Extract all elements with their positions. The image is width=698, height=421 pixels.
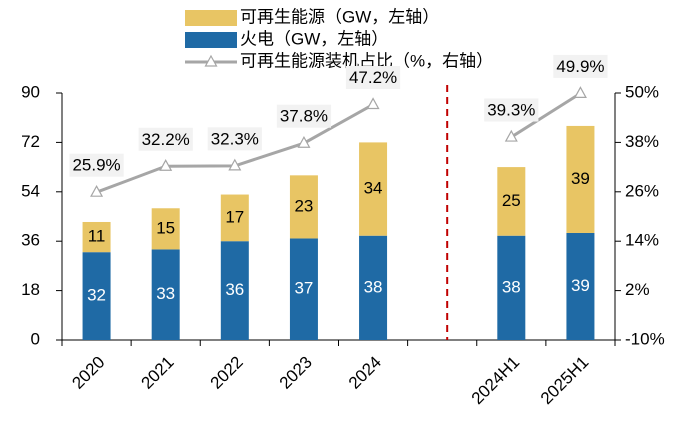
- line-label-bg: [276, 104, 332, 128]
- legend-label: 火电（GW，左轴）: [240, 29, 388, 48]
- bar-label: 11: [88, 227, 106, 246]
- y-tick-label: 18: [21, 280, 40, 299]
- bar-label: 33: [156, 284, 175, 303]
- bar-label: 25: [502, 191, 521, 210]
- bar: [566, 125, 595, 233]
- bar: [151, 208, 180, 250]
- line-label-group: 49.9%: [553, 54, 608, 78]
- y-tick-label: 54: [21, 181, 40, 200]
- y2-tick-label: 38%: [625, 132, 659, 151]
- line-label: 37.8%: [280, 107, 328, 126]
- bar: [151, 249, 180, 340]
- line-label-bg: [553, 54, 608, 78]
- line-label-bg: [138, 127, 193, 151]
- line-label-bg: [207, 127, 262, 151]
- line-label-bg: [345, 66, 401, 90]
- y-tick-label: 0: [31, 329, 40, 348]
- bar: [497, 235, 526, 340]
- y-tick-label: 90: [21, 82, 40, 101]
- bar-label: 32: [87, 286, 106, 305]
- bar-label: 36: [225, 280, 244, 299]
- bar-label: 15: [156, 218, 175, 237]
- bar-label: 39: [571, 276, 590, 295]
- line-label: 47.2%: [349, 68, 397, 87]
- line-label-group: 39.3%: [484, 98, 539, 122]
- line-label: 25.9%: [72, 156, 120, 175]
- line-label-group: 32.2%: [138, 127, 193, 151]
- y-tick-label: 36: [21, 231, 40, 250]
- bar: [289, 238, 318, 340]
- line-marker: [90, 184, 104, 197]
- bar: [497, 167, 526, 236]
- line-label: 32.2%: [142, 130, 190, 149]
- line-label-group: 32.3%: [207, 127, 262, 151]
- y-tick-label: 72: [21, 132, 40, 151]
- legend-marker: [204, 54, 218, 67]
- bar-label: 23: [294, 196, 313, 215]
- bar: [220, 241, 249, 340]
- bar-label: 34: [364, 179, 383, 198]
- bar-label: 37: [294, 279, 313, 298]
- line-label: 32.3%: [211, 129, 259, 148]
- line-label-bg: [484, 98, 539, 122]
- bar-label: 38: [502, 277, 521, 296]
- y2-tick-label: 26%: [625, 181, 659, 200]
- bar: [566, 232, 595, 340]
- bar-label: 17: [225, 207, 244, 226]
- line-marker: [573, 86, 587, 99]
- line-marker: [297, 135, 311, 148]
- bar: [82, 221, 111, 253]
- bar-label: 38: [364, 277, 383, 296]
- line-label: 39.3%: [487, 101, 535, 120]
- line-label-group: 47.2%: [345, 66, 401, 90]
- bar: [359, 235, 388, 340]
- legend-swatch: [185, 32, 237, 48]
- bar-label: 39: [571, 169, 590, 188]
- x-tick-label: 2024: [345, 353, 385, 393]
- x-tick-label: 2025H1: [537, 353, 593, 409]
- line-label-bg: [69, 153, 124, 177]
- bar: [82, 252, 111, 340]
- legend-swatch: [185, 10, 237, 26]
- bar: [289, 175, 318, 239]
- x-tick-label: 2024H1: [468, 353, 524, 409]
- bar: [220, 194, 249, 242]
- line-label-group: 37.8%: [276, 104, 332, 128]
- line-marker: [159, 159, 173, 171]
- legend-label: 可再生能源（GW，左轴）: [240, 7, 439, 26]
- line-marker: [366, 97, 380, 110]
- line-label: 49.9%: [556, 57, 604, 76]
- y2-tick-label: 14%: [625, 231, 659, 250]
- y2-tick-label: 2%: [625, 280, 650, 299]
- line-label-group: 25.9%: [69, 153, 124, 177]
- x-tick-label: 2023: [276, 353, 316, 393]
- y2-tick-label: 50%: [625, 82, 659, 101]
- line-marker: [504, 129, 518, 142]
- x-tick-label: 2021: [138, 353, 178, 393]
- legend-label: 可再生能源装机占比（%，右轴）: [240, 51, 493, 70]
- x-tick-label: 2022: [207, 353, 247, 393]
- y2-tick-label: -10%: [625, 329, 665, 348]
- x-tick-label: 2020: [68, 353, 108, 393]
- line-marker: [228, 158, 242, 171]
- bar: [359, 142, 388, 236]
